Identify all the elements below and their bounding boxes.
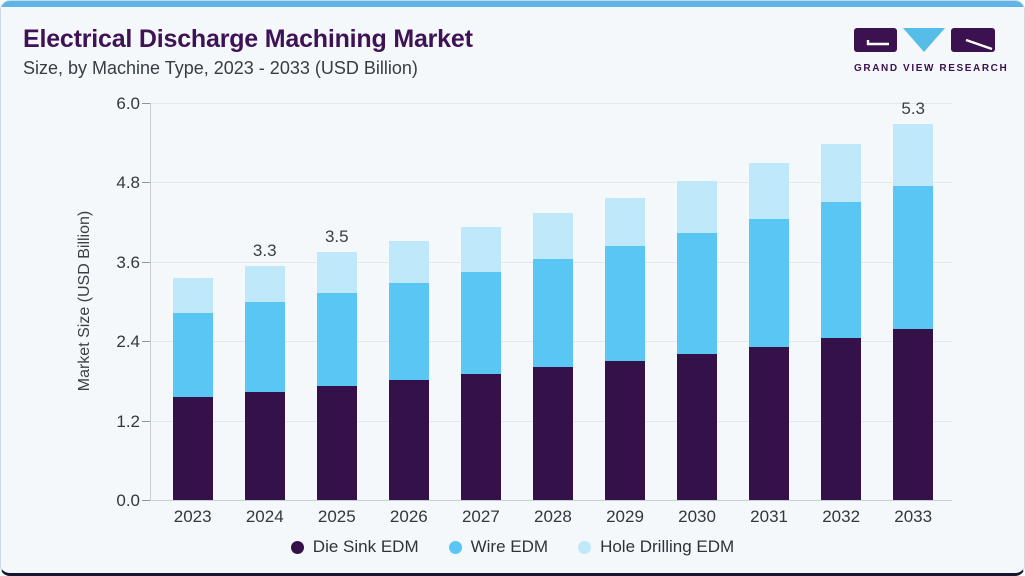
chart-legend: Die Sink EDM Wire EDM Hole Drilling EDM (1, 537, 1024, 557)
bar-segment-die-sink-edm (532, 367, 573, 500)
bar-segment-hole-drilling-edm (244, 265, 285, 302)
y-axis-line (150, 103, 151, 500)
bar-segment-wire-edm (532, 258, 573, 368)
bar-segment-hole-drilling-edm (893, 123, 934, 187)
legend-item-wire-edm: Wire EDM (448, 537, 549, 557)
bar-value-label: 5.3 (901, 98, 926, 118)
top-accent-bar (1, 1, 1024, 7)
legend-dot-icon (578, 540, 592, 554)
bar-segment-hole-drilling-edm (605, 197, 645, 246)
bar-value-label: 3.3 (252, 240, 277, 260)
gvr-logo-mark (854, 28, 995, 52)
x-axis-label: 2026 (389, 507, 428, 526)
bar-segment-hole-drilling-edm (172, 277, 213, 314)
y-tick-mark (142, 103, 150, 104)
bar-segment-die-sink-edm (605, 360, 645, 500)
bar-segment-wire-edm (244, 301, 285, 393)
gridline (150, 182, 952, 184)
x-axis-label: 2023 (173, 507, 212, 526)
x-axis-label: 2025 (317, 507, 356, 526)
y-tick-mark (142, 261, 150, 263)
bar-segment-hole-drilling-edm (388, 240, 429, 284)
y-tick-label: 4.8 (116, 173, 140, 193)
y-tick-mark (142, 500, 150, 501)
bar-segment-wire-edm (388, 283, 429, 380)
bar-segment-wire-edm (172, 313, 213, 398)
bar-segment-die-sink-edm (172, 397, 213, 500)
bar-segment-hole-drilling-edm (460, 227, 501, 273)
y-tick-mark (142, 420, 150, 422)
g-block-icon (854, 28, 897, 52)
legend-label: Wire EDM (470, 537, 549, 556)
bar-segment-die-sink-edm (244, 392, 285, 500)
bar-segment-hole-drilling-edm (677, 181, 718, 234)
bar-segment-die-sink-edm (821, 338, 862, 500)
x-axis-label: 2033 (894, 507, 933, 526)
y-tick-label: 6.0 (116, 94, 140, 113)
y-tick-label: 3.6 (116, 252, 140, 272)
y-tick-label: 2.4 (116, 332, 140, 352)
bar-segment-wire-edm (749, 218, 790, 347)
bar-segment-hole-drilling-edm (532, 213, 573, 259)
legend-dot-icon (448, 540, 462, 554)
triangle-down-icon (903, 28, 945, 52)
page-title: Electrical Discharge Machining Market (23, 25, 473, 53)
x-axis-label: 2024 (245, 507, 284, 526)
bar-segment-wire-edm (316, 292, 357, 387)
bar-segment-die-sink-edm (460, 374, 501, 500)
y-tick-mark (142, 182, 150, 184)
bar-segment-die-sink-edm (677, 353, 718, 500)
page-subtitle: Size, by Machine Type, 2023 - 2033 (USD … (23, 58, 418, 78)
x-axis-label: 2030 (678, 507, 716, 526)
y-tick-mark (142, 341, 150, 343)
x-axis-line (150, 500, 952, 501)
bar-segment-wire-edm (460, 272, 501, 375)
legend-label: Hole Drilling EDM (600, 537, 735, 556)
header: Electrical Discharge Machining Market Si… (23, 25, 473, 79)
legend-item-die-sink-edm: Die Sink EDM (290, 537, 419, 557)
y-tick-label: 1.2 (116, 411, 140, 431)
bar-segment-die-sink-edm (388, 380, 429, 500)
x-axis-label: 2028 (534, 507, 572, 526)
y-tick-label: 0.0 (116, 491, 140, 510)
legend-label: Die Sink EDM (312, 537, 419, 556)
gvr-logo: GRAND VIEW RESEARCH (854, 27, 1009, 74)
bar-segment-wire-edm (605, 245, 645, 361)
x-axis-label: 2031 (750, 507, 789, 526)
bar-segment-hole-drilling-edm (821, 143, 862, 202)
bar-segment-die-sink-edm (749, 346, 790, 500)
bar-value-label: 3.5 (324, 226, 349, 246)
bar-segment-die-sink-edm (893, 328, 934, 500)
y-axis-title: Market Size (USD Billion) (76, 210, 93, 392)
bar-segment-hole-drilling-edm (316, 251, 357, 293)
x-axis-label: 2029 (606, 507, 644, 526)
legend-item-hole-drilling-edm: Hole Drilling EDM (578, 537, 734, 557)
bar-segment-wire-edm (893, 186, 934, 329)
bar-segment-wire-edm (677, 233, 718, 354)
bar-segment-die-sink-edm (316, 386, 357, 500)
gridline (150, 103, 952, 104)
gvr-logo-text: GRAND VIEW RESEARCH (854, 63, 1009, 74)
x-axis-label: 2032 (822, 507, 861, 526)
legend-dot-icon (290, 540, 304, 554)
bar-segment-wire-edm (821, 201, 862, 339)
bar-segment-hole-drilling-edm (749, 163, 790, 219)
x-axis-label: 2027 (461, 507, 500, 526)
